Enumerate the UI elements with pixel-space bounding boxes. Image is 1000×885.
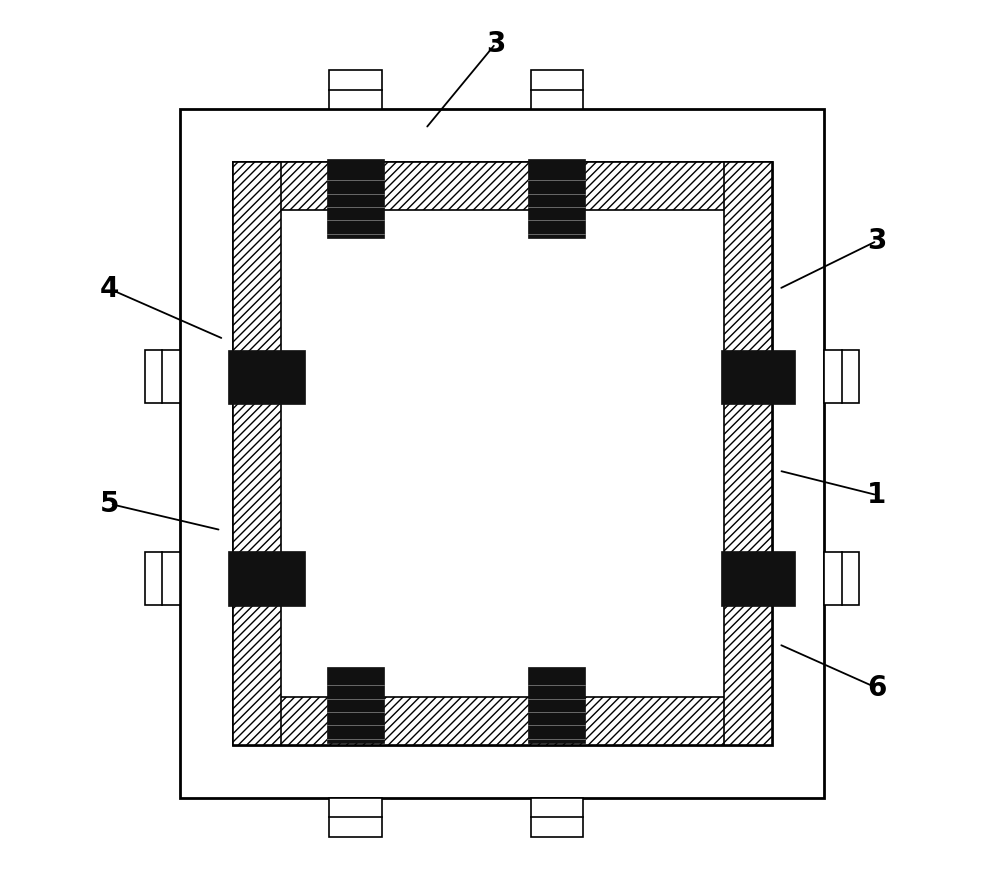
- Bar: [721, 551, 795, 605]
- Bar: [329, 70, 382, 110]
- Bar: [327, 159, 384, 238]
- Bar: [528, 159, 585, 238]
- Bar: [228, 350, 305, 404]
- Bar: [824, 350, 859, 403]
- Text: 6: 6: [867, 674, 887, 702]
- Bar: [233, 162, 772, 745]
- Bar: [233, 162, 772, 210]
- Bar: [145, 552, 180, 604]
- Bar: [531, 70, 583, 110]
- Bar: [233, 696, 772, 745]
- Text: 3: 3: [867, 227, 887, 255]
- Bar: [824, 552, 859, 604]
- Bar: [721, 350, 795, 404]
- Bar: [145, 350, 180, 403]
- Bar: [228, 551, 305, 605]
- Text: 5: 5: [100, 490, 120, 518]
- Text: 1: 1: [867, 481, 887, 509]
- Text: 3: 3: [486, 29, 505, 58]
- Text: 4: 4: [100, 275, 120, 303]
- Bar: [329, 797, 382, 837]
- Bar: [531, 797, 583, 837]
- Bar: [528, 667, 585, 743]
- Bar: [233, 162, 281, 745]
- Bar: [327, 667, 384, 743]
- Bar: [724, 162, 772, 745]
- Bar: [180, 110, 824, 797]
